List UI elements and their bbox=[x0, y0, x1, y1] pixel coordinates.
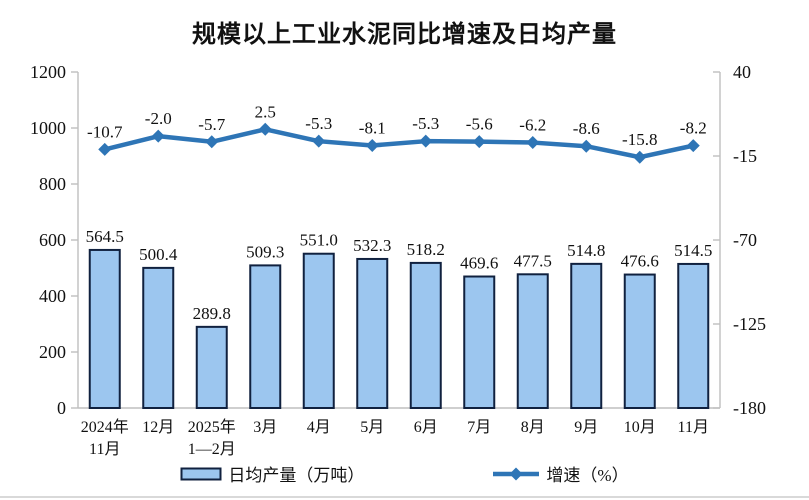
left-axis-tick-label: 400 bbox=[39, 286, 66, 306]
x-axis-label: 4月 bbox=[307, 419, 331, 436]
x-axis-label: 11月 bbox=[89, 441, 120, 458]
legend-item-daily-output: 日均产量（万吨） bbox=[180, 461, 364, 486]
x-axis-label: 2024年 bbox=[81, 418, 129, 436]
bar-value-label: 500.4 bbox=[139, 245, 178, 264]
bar bbox=[249, 264, 282, 409]
line-value-label: -6.2 bbox=[519, 116, 546, 135]
x-axis-label: 10月 bbox=[624, 419, 656, 436]
legend-label-daily-output: 日均产量（万吨） bbox=[228, 466, 365, 485]
x-axis-label: 2025年 bbox=[188, 418, 236, 436]
bar bbox=[195, 325, 228, 409]
bar-value-label: 518.2 bbox=[407, 240, 445, 259]
bottom-divider bbox=[0, 496, 809, 498]
right-axis-tick-label: 40 bbox=[733, 62, 751, 82]
line-point-marker bbox=[258, 122, 272, 136]
chart-title: 规模以上工业水泥同比增速及日均产量 bbox=[192, 21, 617, 48]
line-point-marker bbox=[579, 139, 593, 153]
line-point-marker bbox=[686, 139, 700, 153]
left-axis-tick-label: 600 bbox=[39, 230, 66, 250]
line-point-marker bbox=[633, 150, 647, 164]
line-point-marker bbox=[419, 134, 433, 148]
bar-value-label: 477.5 bbox=[514, 251, 552, 270]
line-point-marker bbox=[365, 138, 379, 152]
x-axis-label: 12月 bbox=[142, 419, 174, 436]
line-value-label: -8.6 bbox=[573, 119, 600, 138]
line-value-label: -15.8 bbox=[622, 130, 657, 149]
bar-value-label: 289.8 bbox=[193, 304, 231, 323]
right-axis-tick-label: -180 bbox=[733, 398, 766, 418]
x-axis-label: 3月 bbox=[253, 419, 277, 436]
x-axis-label: 11月 bbox=[678, 419, 709, 436]
right-axis-tick-label: -70 bbox=[733, 230, 757, 250]
bar-value-label: 514.5 bbox=[674, 241, 712, 260]
x-axis-label: 9月 bbox=[574, 419, 598, 436]
bar bbox=[88, 248, 121, 409]
bar bbox=[142, 266, 175, 409]
line-value-label: -10.7 bbox=[87, 122, 123, 141]
x-axis-label: 1—2月 bbox=[188, 441, 236, 458]
bar-value-label: 509.3 bbox=[246, 242, 284, 261]
bar-value-label: 476.6 bbox=[621, 252, 659, 271]
bar bbox=[463, 275, 496, 409]
bar-value-label: 469.6 bbox=[460, 254, 498, 273]
line-point-marker bbox=[526, 136, 540, 150]
x-axis-label: 6月 bbox=[414, 419, 438, 436]
growth-line bbox=[104, 127, 694, 160]
left-axis-tick-label: 800 bbox=[39, 174, 66, 194]
left-axis-tick-label: 1000 bbox=[30, 118, 66, 138]
bar bbox=[516, 273, 549, 409]
line-series-swatch-icon bbox=[493, 467, 540, 480]
bar-series-swatch-icon bbox=[180, 467, 222, 480]
line-point-marker bbox=[312, 134, 326, 148]
x-axis-label: 5月 bbox=[360, 419, 384, 436]
line-point-marker bbox=[98, 142, 112, 156]
line-value-label: -5.3 bbox=[412, 114, 439, 133]
bar bbox=[677, 262, 710, 409]
bar bbox=[356, 257, 389, 409]
chart-canvas: 0 200 400 600 800 1000 1200 40 -15 -70 -125 -180 202… bbox=[30, 62, 766, 458]
bar-value-label: 532.3 bbox=[353, 236, 391, 255]
line-point-marker bbox=[205, 135, 219, 149]
bar-value-label: 514.8 bbox=[567, 241, 605, 260]
bar bbox=[409, 261, 442, 409]
line-value-label: -5.6 bbox=[466, 115, 493, 134]
line-value-label: -5.7 bbox=[198, 115, 225, 134]
line-value-label: -2.0 bbox=[145, 109, 172, 128]
line-value-label: -5.3 bbox=[305, 114, 332, 133]
line-point-marker bbox=[151, 129, 165, 143]
bar-value-label: 551.0 bbox=[300, 231, 338, 250]
right-axis-tick-label: -125 bbox=[733, 314, 766, 334]
x-axis-label: 8月 bbox=[521, 419, 545, 436]
chart-legend: 日均产量（万吨） 增速（%） bbox=[0, 461, 809, 486]
bar bbox=[570, 262, 603, 409]
legend-item-growth-rate: 增速（%） bbox=[492, 461, 629, 486]
x-axis-label: 7月 bbox=[467, 419, 491, 436]
bar bbox=[302, 252, 335, 409]
line-point-marker bbox=[472, 135, 486, 149]
bar bbox=[623, 273, 656, 409]
legend-label-growth-rate: 增速（%） bbox=[546, 466, 629, 485]
bar-value-label: 564.5 bbox=[86, 227, 124, 246]
line-value-label: 2.5 bbox=[255, 102, 276, 121]
line-value-label: -8.1 bbox=[359, 118, 386, 137]
left-axis-tick-label: 0 bbox=[57, 398, 66, 418]
left-axis-tick-label: 1200 bbox=[30, 62, 66, 82]
left-axis-tick-label: 200 bbox=[39, 342, 66, 362]
right-axis-tick-label: -15 bbox=[733, 146, 757, 166]
line-value-label: -8.2 bbox=[680, 119, 707, 138]
